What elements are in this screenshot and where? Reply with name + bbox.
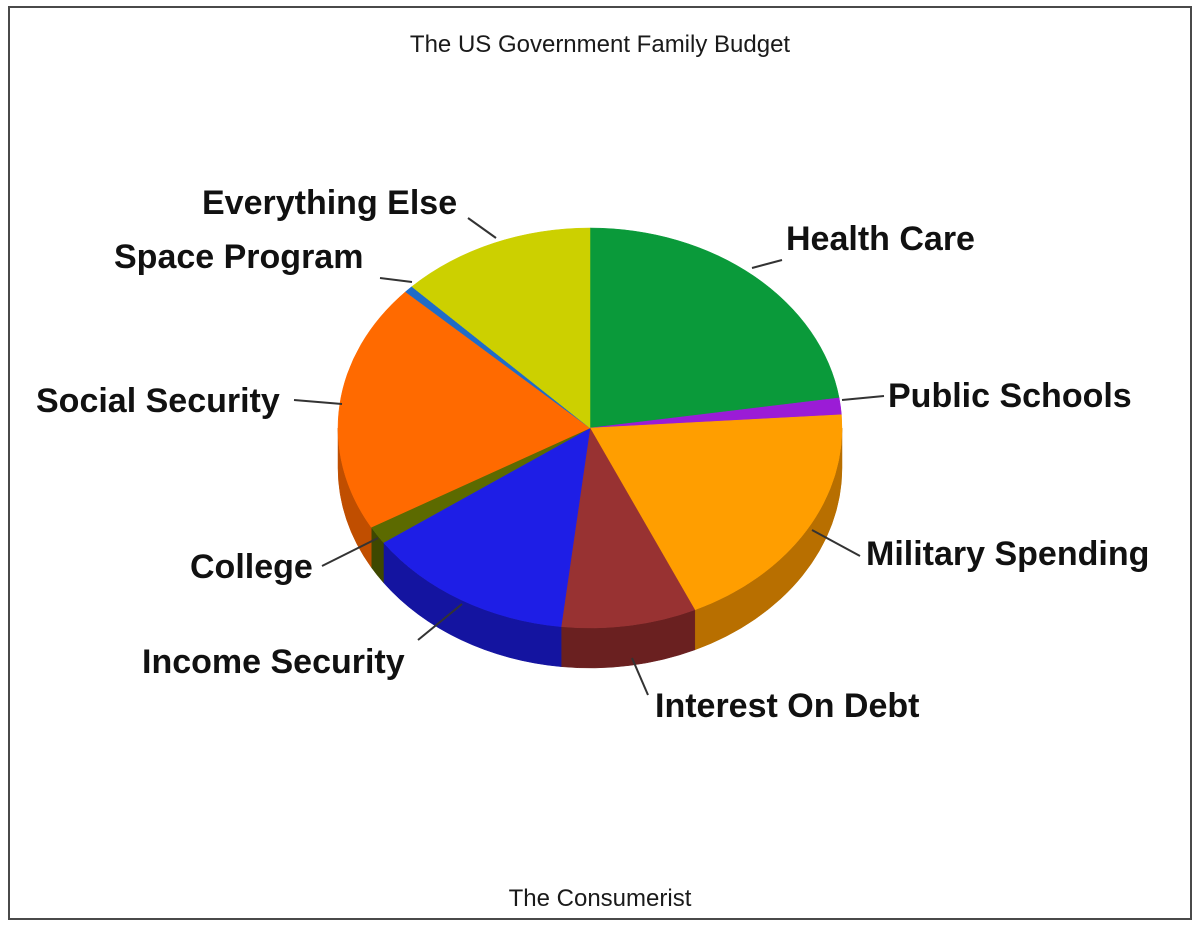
- slice-label-military-spending: Military Spending: [866, 535, 1149, 573]
- pie-slice-everything-else: [411, 227, 591, 429]
- slice-label-health-care: Health Care: [786, 220, 975, 258]
- slice-label-everything-else: Everything Else: [202, 184, 457, 222]
- pie-slice-income-security: [383, 427, 591, 627]
- pie-slice-health-care: [589, 227, 840, 429]
- slice-label-social-security: Social Security: [36, 382, 280, 420]
- slice-label-public-schools: Public Schools: [888, 377, 1132, 415]
- slice-label-income-security: Income Security: [142, 643, 405, 681]
- slice-label-college: College: [190, 548, 313, 586]
- leader-line-everything-else: [467, 217, 497, 239]
- pie-slice-interest-on-debt: [560, 427, 696, 629]
- slice-label-interest-on-debt: Interest On Debt: [655, 687, 919, 725]
- pie-slice-social-security: [337, 291, 591, 528]
- pie-labels: Health Care Public Schools Military Spendi…: [36, 184, 1149, 725]
- leader-line-health-care: [751, 259, 783, 269]
- pie-slice-military-spending: [589, 414, 843, 611]
- chart-title: The US Government Family Budget: [410, 31, 790, 58]
- leader-line-social-security: [293, 399, 343, 405]
- leader-line-college: [321, 537, 379, 567]
- leader-line-income-security: [417, 603, 463, 641]
- leader-line-space-program: [379, 277, 413, 283]
- leader-line-interest-on-debt: [631, 657, 649, 696]
- chart-footer: The Consumerist: [509, 885, 692, 912]
- leader-line-public-schools: [841, 395, 885, 401]
- pie-slices: [337, 227, 843, 629]
- leader-line-military-spending: [811, 529, 861, 557]
- slice-label-space-program: Space Program: [114, 238, 363, 276]
